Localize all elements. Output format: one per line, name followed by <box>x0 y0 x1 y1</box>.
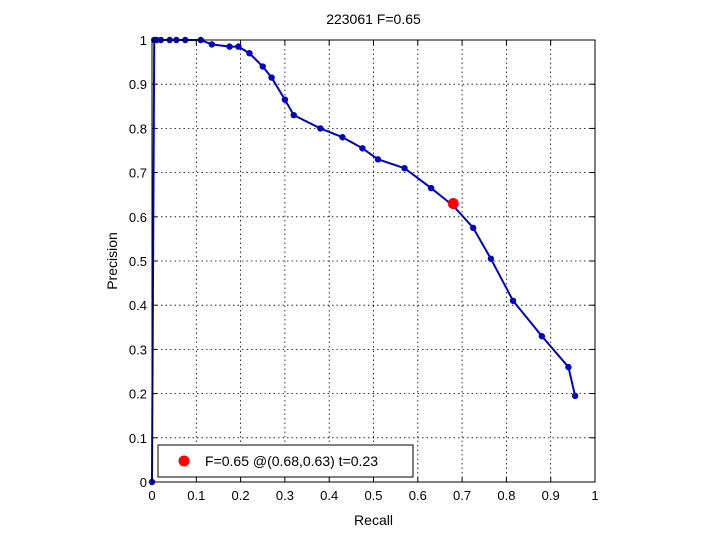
y-tick-label: 0.7 <box>129 166 147 181</box>
pr-data-point <box>427 184 435 192</box>
grid <box>152 40 595 482</box>
pr-data-point <box>565 363 572 371</box>
x-tick-label: 0.4 <box>320 488 338 503</box>
pr-data-point <box>235 43 242 50</box>
y-tick-label: 0.6 <box>129 210 147 225</box>
x-tick-label: 0.7 <box>453 488 471 503</box>
pr-data-point <box>359 145 366 152</box>
pr-data-point <box>259 63 266 70</box>
pr-data-point <box>538 332 546 340</box>
pr-data-point <box>281 96 289 103</box>
pr-data-point <box>226 43 233 50</box>
y-tick-label: 0.5 <box>129 254 147 269</box>
x-tick-label: 0.9 <box>542 488 560 503</box>
x-axis-label: Recall <box>354 512 393 528</box>
pr-data-point <box>401 164 408 172</box>
x-tick-label: 0.8 <box>497 488 515 503</box>
legend: F=0.65 @(0.68,0.63) t=0.23 <box>157 444 414 478</box>
pr-data-point <box>469 224 477 232</box>
x-tick-label: 0 <box>148 488 155 503</box>
y-tick-label: 0.4 <box>129 298 147 313</box>
chart-title: 223061 F=0.65 <box>326 11 421 27</box>
axis-ticks: 0 0.1 0.2 0.3 0.4 0.5 0.6 0.7 0.8 0.9 1 0 0.1 0.2 0.3 0… <box>129 33 599 503</box>
pr-data-point <box>268 74 275 81</box>
pr-data-point <box>246 50 253 57</box>
pr-data-point <box>290 111 297 119</box>
plot-frame <box>151 39 596 483</box>
y-tick-label: 1 <box>140 33 147 48</box>
y-tick-label: 0.9 <box>129 77 147 92</box>
x-tick-label: 0.6 <box>409 488 427 503</box>
pr-data-point <box>374 156 382 163</box>
x-tick-label: 0.1 <box>187 488 205 503</box>
pr-data-point <box>339 134 346 141</box>
x-tick-label: 1 <box>591 488 598 503</box>
y-tick-label: 0.3 <box>129 342 147 357</box>
y-axis-label: Precision <box>104 232 120 290</box>
legend-label: F=0.65 @(0.68,0.63) t=0.23 <box>205 453 378 469</box>
y-tick-label: 0.1 <box>129 431 147 446</box>
best-f-point <box>447 198 459 210</box>
legend-marker <box>178 455 190 467</box>
pr-data-point <box>317 125 324 132</box>
x-tick-label: 0.2 <box>232 488 250 503</box>
x-tick-label: 0.5 <box>364 488 382 503</box>
y-tick-label: 0.2 <box>129 387 147 402</box>
legend-box <box>157 444 414 478</box>
y-tick-label: 0 <box>140 475 147 490</box>
y-tick-label: 0.8 <box>129 121 147 136</box>
pr-data-point <box>571 392 579 400</box>
pr-data-point <box>509 297 517 304</box>
pr-data-point <box>208 41 216 48</box>
x-tick-label: 0.3 <box>276 488 294 503</box>
pr-data-point <box>487 255 495 262</box>
